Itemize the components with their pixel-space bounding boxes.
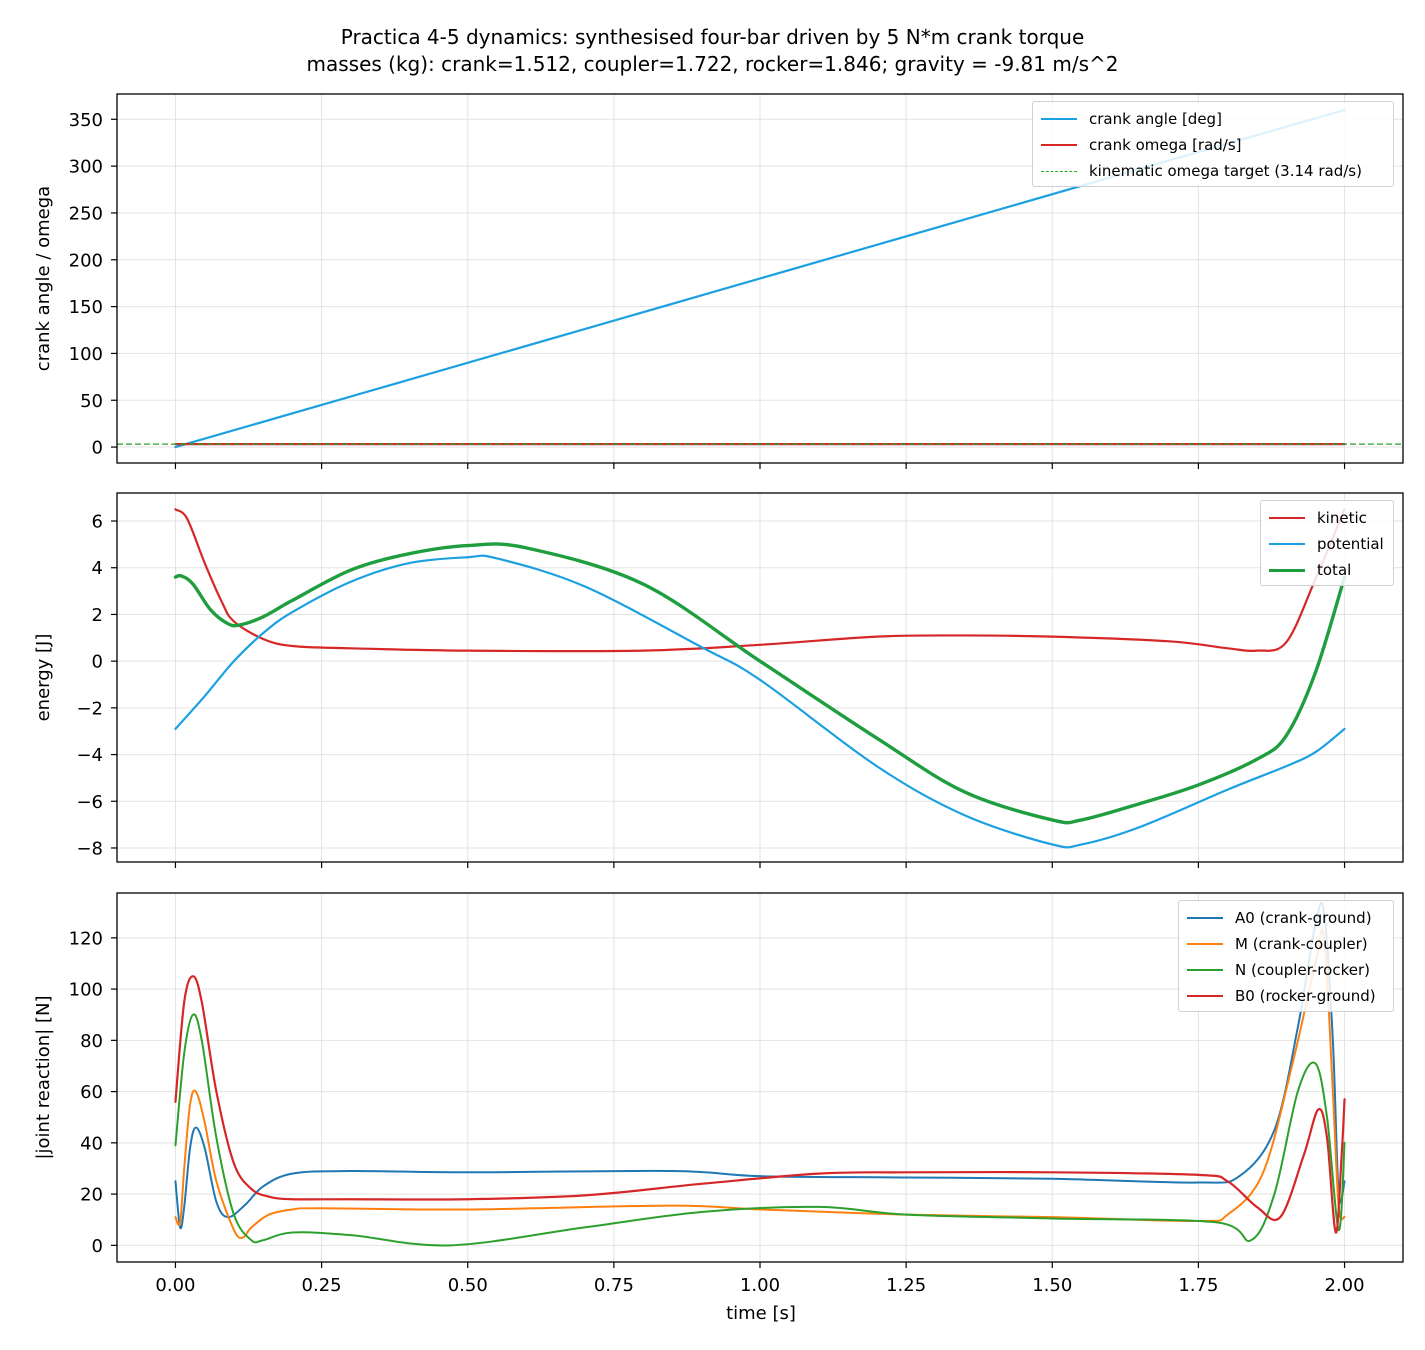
y-tick-label: 0 [92,438,103,459]
x-axis-label: time [s] [726,1303,796,1324]
legend-entry: total [1269,557,1385,583]
y-tick-label: 0 [92,652,103,673]
y-tick-label: 50 [80,391,103,412]
legend: crank angle [deg] crank omega [rad/s] kine… [1032,101,1394,187]
x-tick-label: 0.00 [155,1275,195,1296]
series-line-3 [173,542,1347,825]
y-tick-label: 20 [80,1185,103,1206]
y-tick-label: 200 [69,250,103,271]
y-tick-label: 6 [92,512,103,533]
legend-entry: crank angle [deg] [1041,106,1385,132]
legend-label: crank omega [rad/s] [1089,136,1242,154]
y-tick-label: 300 [69,157,103,178]
y-tick-label: 100 [69,344,103,365]
y-tick-label: 4 [92,558,103,579]
legend-entry: potential [1269,531,1385,557]
legend-entry: kinetic [1269,505,1385,531]
y-tick-label: 150 [69,297,103,318]
y-tick-label: 80 [80,1031,103,1052]
series-line-2 [174,554,1346,849]
legend-swatch [1269,517,1305,519]
legend-swatch [1187,943,1223,945]
y-tick-label: 0 [92,1236,103,1257]
legend-label: kinetic [1317,509,1367,527]
legend-entry: B0 (rocker-ground) [1187,983,1385,1009]
legend-entry: kinematic omega target (3.14 rad/s) [1041,158,1385,184]
y-tick-label: −4 [76,745,103,766]
legend-label: N (coupler-rocker) [1235,961,1370,979]
y-tick-label: −8 [76,838,103,859]
legend-swatch [1269,543,1305,545]
y-tick-label: −6 [76,792,103,813]
series-group [173,508,1347,849]
legend-label: potential [1317,535,1384,553]
legend-swatch [1041,144,1077,146]
y-axis-label: |joint reaction| [N] [33,995,54,1159]
panel-2: −8 −6 −4 −2 0 2 4 6 energy [J] [33,492,1404,868]
legend-label: B0 (rocker-ground) [1235,987,1376,1005]
x-tick-label: 0.25 [302,1275,342,1296]
y-tick-label: 60 [80,1082,103,1103]
x-tick-label: 0.50 [448,1275,488,1296]
legend: kinetic potential total [1260,500,1394,586]
legend-swatch [1041,170,1077,172]
figure-title-line-2: masses (kg): crank=1.512, coupler=1.722,… [306,52,1119,76]
series-line-4 [174,975,1346,1234]
x-tick-label: 0.75 [594,1275,634,1296]
series-line-3 [174,1013,1346,1247]
legend-swatch [1187,917,1223,919]
y-tick-label: 120 [69,928,103,949]
legend-entry: A0 (crank-ground) [1187,905,1385,931]
y-axis-label: crank angle / omega [33,186,54,371]
legend-entry: crank omega [rad/s] [1041,132,1385,158]
x-tick-label: 1.25 [886,1275,926,1296]
figure-title-line-1: Practica 4-5 dynamics: synthesised four-… [340,25,1085,49]
y-tick-label: 100 [69,980,103,1001]
y-tick-label: 350 [69,110,103,131]
legend-label: M (crank-coupler) [1235,935,1368,953]
legend-swatch [1041,118,1077,120]
legend-entry: N (coupler-rocker) [1187,957,1385,983]
legend-entry: M (crank-coupler) [1187,931,1385,957]
y-tick-label: 40 [80,1133,103,1154]
series-line-1 [174,508,1346,653]
x-tick-label: 2.00 [1325,1275,1365,1296]
legend-label: crank angle [deg] [1089,110,1222,128]
x-tick-label: 1.75 [1178,1275,1218,1296]
x-tick-label: 1.50 [1032,1275,1072,1296]
y-tick-label: −2 [76,698,103,719]
y-axis-label: energy [J] [33,634,54,722]
legend-label: A0 (crank-ground) [1235,909,1372,927]
x-tick-label: 1.00 [740,1275,780,1296]
legend-label: total [1317,561,1352,579]
legend: A0 (crank-ground) M (crank-coupler) N (cou… [1178,900,1394,1012]
legend-swatch [1187,995,1223,997]
legend-swatch [1187,969,1223,971]
y-tick-label: 250 [69,203,103,224]
legend-label: kinematic omega target (3.14 rad/s) [1089,162,1362,180]
legend-swatch [1269,568,1305,572]
y-tick-label: 2 [92,605,103,626]
